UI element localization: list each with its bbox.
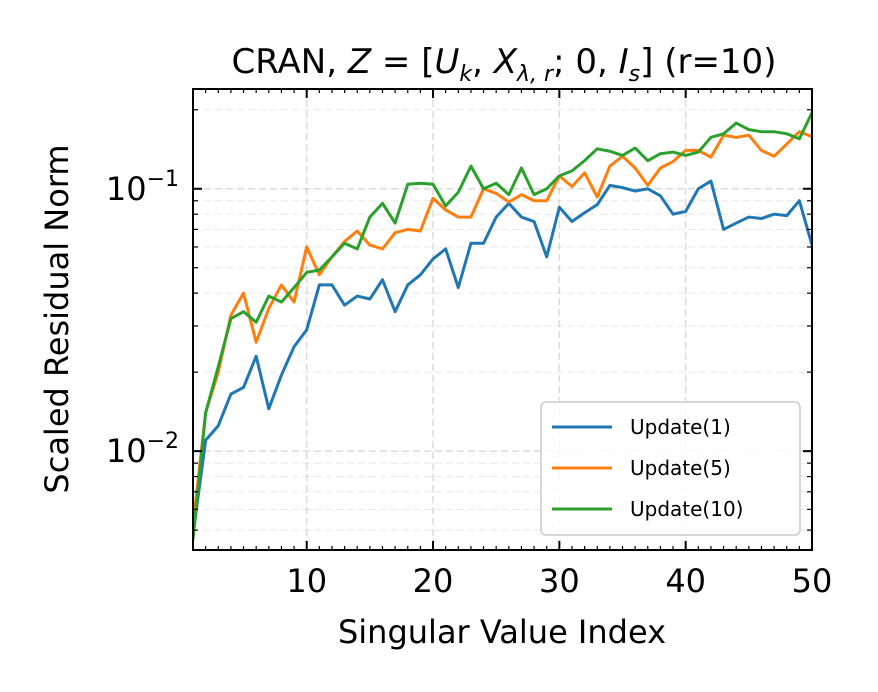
- legend: Update(1) Update(5) Update(10): [540, 401, 801, 536]
- series-lines: [193, 112, 812, 540]
- legend-label: Update(5): [630, 456, 731, 480]
- legend-label: Update(1): [630, 415, 731, 439]
- plot-frame: [192, 88, 813, 551]
- series-line-3: [193, 112, 812, 540]
- x-tick-label: 30: [539, 562, 580, 600]
- legend-box: [540, 401, 801, 536]
- y-tick-label: 10−2: [106, 429, 179, 470]
- x-tick-label: 10: [286, 562, 327, 600]
- x-tick-label: 20: [413, 562, 454, 600]
- y-tick-label: 10−1: [106, 167, 179, 208]
- y-axis-label: Scaled Residual Norm: [38, 144, 76, 493]
- x-tick-label: 40: [665, 562, 706, 600]
- axis-ticks: [192, 89, 813, 550]
- chart-title: CRAN, Z = [Uk, Xλ, r; 0, Is] (r=10): [232, 42, 777, 87]
- x-tick-label: 50: [792, 562, 833, 600]
- x-axis-label: Singular Value Index: [338, 613, 666, 651]
- series-line-1: [193, 179, 812, 535]
- legend-label: Update(10): [630, 497, 744, 521]
- tick-labels: 10 20 30 40 50 10−2 10−1: [106, 167, 833, 600]
- series-line-2: [193, 130, 812, 526]
